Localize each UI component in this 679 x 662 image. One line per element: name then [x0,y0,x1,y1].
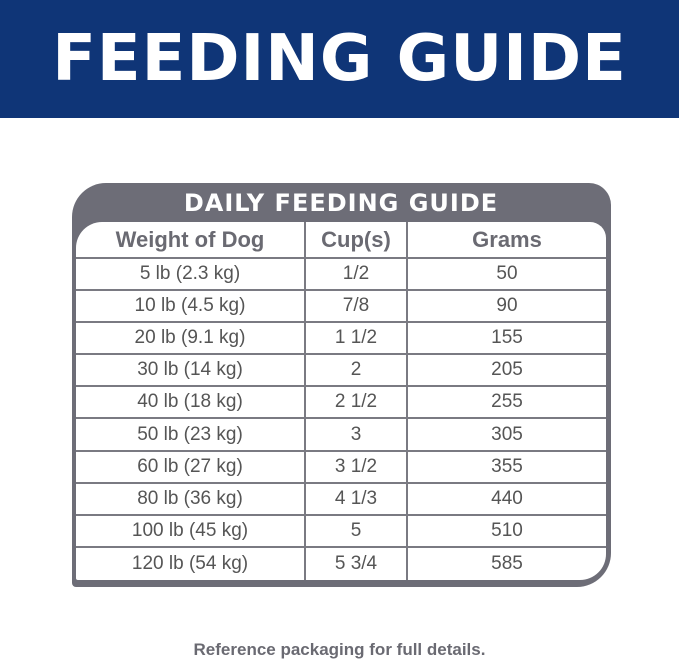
cups-cell: 1 1/2 [306,323,408,356]
weight-cell: 10 lb (4.5 kg) [76,291,306,324]
weight-cell: 20 lb (9.1 kg) [76,323,306,356]
grams-cell: 90 [408,291,606,324]
weight-cell: 5 lb (2.3 kg) [76,259,306,292]
weight-cell: 120 lb (54 kg) [76,547,306,580]
table-title: DAILY FEEDING GUIDE [183,188,499,217]
cups-cell: 2 1/2 [306,387,408,420]
footer-note: Reference packaging for full details. [193,640,486,659]
weight-cell: 30 lb (14 kg) [76,355,306,388]
grams-cell: 155 [408,323,606,356]
grams-cell: 50 [408,259,606,292]
cups-cell: 5 3/4 [306,547,408,580]
cups-cell: 4 1/3 [306,483,408,516]
column-header-weight: Weight of Dog [76,222,306,259]
cups-cell: 5 [306,515,408,548]
grams-cell: 585 [491,552,523,574]
feeding-table: Weight of Dog Cup(s) Grams 5 lb (2.3 kg)… [76,222,606,580]
grams-cell: 510 [408,516,606,548]
grams-cell: 355 [408,452,606,484]
weight-cell: 40 lb (18 kg) [76,387,306,420]
feeding-table-frame: DAILY FEEDING GUIDE Weight of Dog Cup(s)… [72,183,611,587]
cups-cell: 7/8 [306,291,408,324]
weight-cell: 50 lb (23 kg) [76,419,306,452]
weight-cell: 100 lb (45 kg) [76,515,306,548]
cups-cell: 1/2 [306,259,408,292]
weight-cell: 80 lb (36 kg) [76,483,306,516]
column-header-cups: Cup(s) [306,222,408,259]
grams-cell: 305 [408,419,606,452]
column-header-grams: Grams [408,222,606,259]
weight-cell: 60 lb (27 kg) [76,451,306,484]
grams-cell: 205 [408,355,606,388]
grams-cell: 440 [408,484,606,516]
header-banner: FEEDING GUIDE [0,0,679,118]
cups-cell: 2 [306,355,408,388]
page-title: FEEDING GUIDE [52,22,627,96]
cups-cell: 3 1/2 [306,451,408,484]
grams-cell: 255 [408,387,606,420]
cups-cell: 3 [306,419,408,452]
